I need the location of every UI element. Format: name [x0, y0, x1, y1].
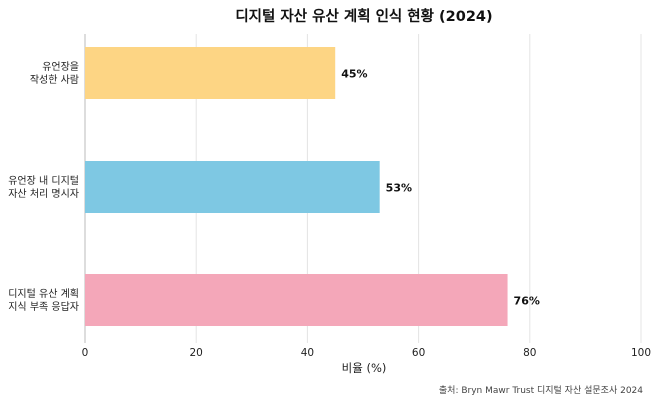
x-tick-label: 0: [82, 347, 89, 359]
x-tick-label: 80: [523, 347, 536, 359]
bar: [85, 161, 380, 213]
x-tick-label: 20: [190, 347, 203, 359]
source-note: 출처: Bryn Mawr Trust 디지털 자산 설문조사 2024: [439, 384, 643, 396]
x-tick-label: 40: [301, 347, 314, 359]
x-axis-label: 비율 (%): [342, 361, 387, 375]
chart-title: 디지털 자산 유산 계획 인식 현황 (2024): [235, 7, 492, 25]
category-label: 유언장 내 디지털 자산 처리 명시자: [8, 175, 79, 200]
x-ticks: 0 20 40 60 80 100: [82, 347, 651, 359]
bar-value-label: 76%: [514, 295, 540, 308]
bar-value-label: 53%: [386, 182, 412, 195]
bar-value-label: 45%: [341, 68, 367, 81]
bars-group: 45% 53% 76%: [85, 47, 540, 326]
x-tick-label: 100: [631, 347, 651, 359]
category-label: 디지털 유산 계획 지식 부족 응답자: [8, 288, 79, 313]
bar: [85, 274, 508, 326]
bar: [85, 47, 336, 99]
x-tick-label: 60: [412, 347, 425, 359]
category-label: 유언장을 작성한 사람: [30, 61, 79, 86]
